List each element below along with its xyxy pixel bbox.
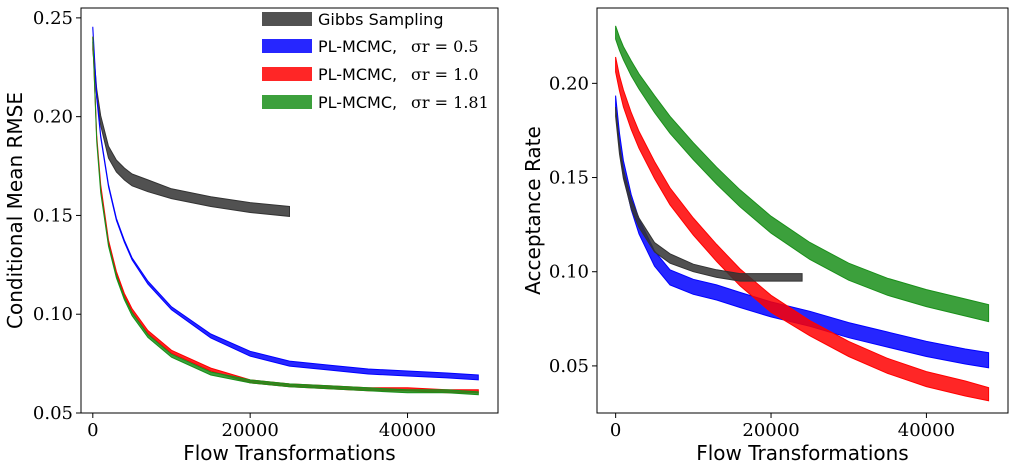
y-tick-label: 0.25	[33, 8, 73, 29]
x-tick-label: 40000	[898, 420, 955, 441]
series-band-1	[615, 56, 990, 402]
legend-swatch	[262, 39, 312, 53]
series-band-3	[92, 36, 479, 396]
legend-math-label: σr = 0.5	[411, 37, 479, 56]
y-tick-label: 0.10	[549, 262, 589, 283]
series-band-3	[615, 106, 803, 282]
y-axis-title: Conditional Mean RMSE	[3, 92, 27, 329]
series-band-2	[615, 25, 990, 323]
rmse-panel: 0 20000 40000 0.05 0.10 0.15 0.20 0.25 Flow Tran…	[3, 7, 499, 465]
acceptance-rate-panel: 0 20000 40000 0.05 0.10 0.15 0.20 Flow Transfor…	[521, 7, 1009, 465]
series-band-0	[615, 95, 990, 369]
legend-math-label: σr = 1.0	[411, 65, 479, 84]
y-tick-label: 0.05	[549, 356, 589, 377]
legend-swatch	[262, 12, 312, 26]
x-tick-label: 40000	[379, 420, 436, 441]
legend-swatch	[262, 95, 312, 109]
y-tick-label: 0.20	[549, 73, 589, 94]
x-tick-label: 20000	[742, 420, 799, 441]
y-tick-label: 0.15	[33, 205, 73, 226]
series-band-1	[92, 26, 479, 381]
series-group	[92, 26, 479, 396]
legend-math-label: σr = 1.81	[411, 93, 489, 112]
series-band-0	[92, 41, 290, 217]
y-axis-title: Acceptance Rate	[521, 126, 545, 295]
y-tick-label: 0.20	[33, 107, 73, 128]
y-tick-label: 0.05	[33, 403, 73, 424]
x-axis-title: Flow Transformations	[183, 441, 395, 465]
legend-label: Gibbs Sampling	[318, 10, 443, 29]
x-tick-label: 0	[610, 420, 621, 441]
x-tick-label: 20000	[222, 420, 279, 441]
x-tick-label: 0	[87, 420, 98, 441]
axes-frame	[80, 7, 499, 414]
legend: Gibbs Sampling PL-MCMC, σr = 0.5 PL-MCMC, σr…	[262, 10, 489, 112]
legend-label: PL-MCMC,	[318, 65, 397, 84]
x-axis-title: Flow Transformations	[696, 441, 908, 465]
legend-label: PL-MCMC,	[318, 37, 397, 56]
y-tick-label: 0.15	[549, 168, 589, 189]
axes-frame	[596, 7, 1009, 414]
series-group	[615, 25, 990, 402]
y-tick-label: 0.10	[33, 304, 73, 325]
legend-swatch	[262, 67, 312, 81]
legend-label: PL-MCMC,	[318, 93, 397, 112]
